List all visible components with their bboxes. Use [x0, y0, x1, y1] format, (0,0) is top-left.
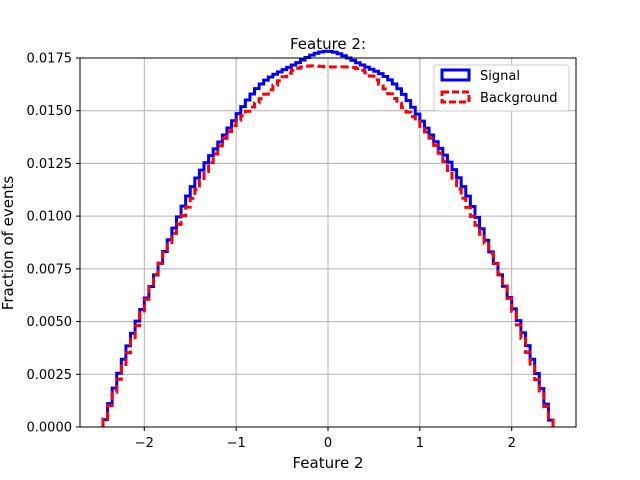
x-tick-label: −1: [227, 436, 246, 451]
chart-title: Feature 2:: [290, 35, 366, 53]
x-axis-label: Feature 2: [293, 454, 364, 472]
y-tick-label: 0.0075: [27, 262, 73, 277]
y-axis: 0.0000 0.0025 0.0050 0.0075 0.0100 0.0125 0.01…: [27, 52, 80, 436]
series-group: [101, 49, 555, 427]
legend-label-background: Background: [480, 91, 558, 106]
x-tick-label: −2: [135, 436, 154, 451]
x-tick-label: 2: [508, 436, 516, 451]
y-tick-label: 0.0125: [27, 157, 73, 172]
series-signal-line: [101, 49, 555, 427]
y-tick-label: 0.0150: [27, 104, 73, 119]
y-tick-label: 0.0175: [27, 52, 73, 67]
y-tick-label: 0.0000: [27, 421, 73, 436]
x-tick-label: 0: [324, 436, 332, 451]
y-axis-label: Fraction of events: [0, 176, 17, 311]
legend-swatch-signal: [440, 68, 471, 82]
legend-label-signal: Signal: [480, 69, 520, 84]
y-tick-label: 0.0025: [27, 368, 73, 383]
x-tick-label: 1: [416, 436, 424, 451]
legend: Signal Background: [433, 64, 570, 112]
y-tick-label: 0.0050: [27, 315, 73, 330]
legend-swatch-background: [440, 90, 471, 104]
y-tick-label: 0.0100: [27, 210, 73, 225]
x-axis: −2 −1 0 1 2: [135, 427, 516, 451]
series-background-line: [101, 64, 555, 427]
